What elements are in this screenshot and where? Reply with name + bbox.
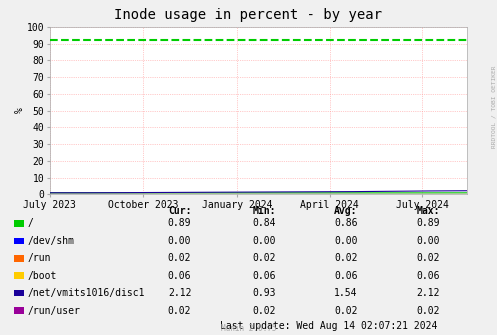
Text: Cur:: Cur: xyxy=(168,206,191,216)
Text: 0.06: 0.06 xyxy=(334,271,358,281)
Text: 0.93: 0.93 xyxy=(252,288,276,298)
Text: 0.02: 0.02 xyxy=(168,253,191,263)
Text: Munin 2.0.75: Munin 2.0.75 xyxy=(221,324,276,333)
Text: Inode usage in percent - by year: Inode usage in percent - by year xyxy=(114,8,383,22)
Text: Last update: Wed Aug 14 02:07:21 2024: Last update: Wed Aug 14 02:07:21 2024 xyxy=(220,321,437,331)
Text: 0.00: 0.00 xyxy=(334,236,358,246)
Text: 0.00: 0.00 xyxy=(416,236,440,246)
Y-axis label: %: % xyxy=(15,108,25,114)
Text: 0.02: 0.02 xyxy=(252,253,276,263)
Text: RRDTOOL / TOBI OETIKER: RRDTOOL / TOBI OETIKER xyxy=(491,66,496,148)
Text: 0.02: 0.02 xyxy=(334,306,358,316)
Text: 2.12: 2.12 xyxy=(416,288,440,298)
Text: 0.84: 0.84 xyxy=(252,218,276,228)
Text: Avg:: Avg: xyxy=(334,206,358,216)
Text: Max:: Max: xyxy=(416,206,440,216)
Text: 0.86: 0.86 xyxy=(334,218,358,228)
Text: 0.02: 0.02 xyxy=(168,306,191,316)
Text: /run: /run xyxy=(27,253,51,263)
Text: /dev/shm: /dev/shm xyxy=(27,236,75,246)
Text: 0.89: 0.89 xyxy=(168,218,191,228)
Text: /run/user: /run/user xyxy=(27,306,80,316)
Text: /boot: /boot xyxy=(27,271,57,281)
Text: /net/vmits1016/disc1: /net/vmits1016/disc1 xyxy=(27,288,145,298)
Text: 0.89: 0.89 xyxy=(416,218,440,228)
Text: 0.06: 0.06 xyxy=(252,271,276,281)
Text: /: / xyxy=(27,218,33,228)
Text: 0.02: 0.02 xyxy=(416,306,440,316)
Text: 0.02: 0.02 xyxy=(252,306,276,316)
Text: 1.54: 1.54 xyxy=(334,288,358,298)
Text: 0.02: 0.02 xyxy=(334,253,358,263)
Text: Min:: Min: xyxy=(252,206,276,216)
Text: 0.00: 0.00 xyxy=(252,236,276,246)
Text: 0.06: 0.06 xyxy=(168,271,191,281)
Text: 0.02: 0.02 xyxy=(416,253,440,263)
Text: 2.12: 2.12 xyxy=(168,288,191,298)
Text: 0.00: 0.00 xyxy=(168,236,191,246)
Text: 0.06: 0.06 xyxy=(416,271,440,281)
